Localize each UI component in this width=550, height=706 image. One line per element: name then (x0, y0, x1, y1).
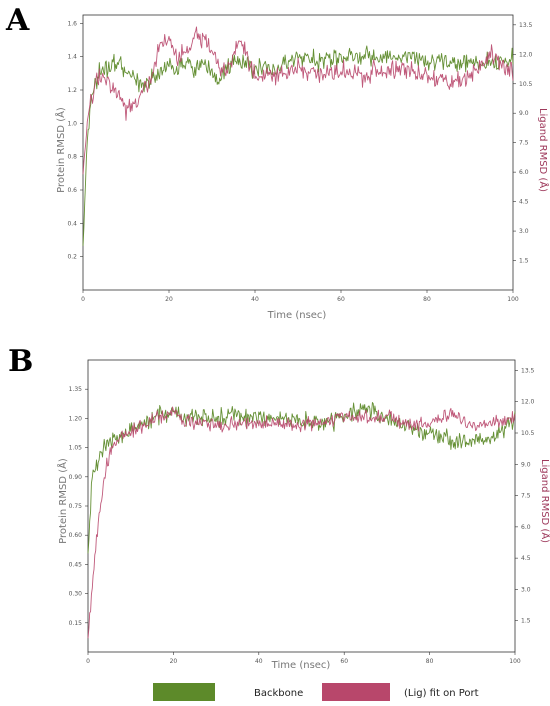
y-right-tick-label: 13.5 (519, 22, 533, 29)
y-right-tick-label: 13.5 (521, 367, 535, 374)
y-right-tick-label: 6.0 (519, 169, 529, 176)
plot-frame-b (87, 359, 516, 653)
legend-label-ligand: (Lig) fit on Port (404, 688, 479, 699)
legend-swatch-ligand (322, 683, 390, 701)
series-line-ligand (82, 26, 514, 175)
y-left-tick-label: 0.6 (67, 187, 77, 194)
y-left-axis-title-b: Protein RMSD (Å) (56, 458, 69, 544)
x-tick-label: 20 (170, 658, 178, 665)
panel-label-a: A (5, 3, 30, 38)
x-tick-label: 80 (423, 296, 431, 303)
y-left-tick-label: 1.6 (67, 20, 77, 27)
y-right-tick-label: 1.5 (519, 258, 529, 265)
y-right-tick-label: 3.0 (521, 586, 531, 593)
y-left-tick-label: 0.90 (69, 474, 83, 481)
x-axis-title-b: Time (nsec) (271, 660, 331, 671)
y-left-tick-label: 1.2 (67, 87, 77, 94)
plot-b: 0 20 40 60 80 100 0.15 0.30 0.45 0.60 0.75 0.90 1.05… (69, 359, 535, 665)
y-right-axis-title-a: Ligand RMSD (Å) (537, 108, 550, 192)
x-tick-label: 100 (507, 296, 519, 303)
legend-swatch-backbone (153, 683, 215, 701)
x-tick-label: 40 (251, 296, 259, 303)
y-left-tick-label: 0.75 (69, 503, 83, 510)
legend-label-backbone: Backbone (254, 688, 303, 699)
y-left-tick-label: 1.05 (69, 445, 83, 452)
x-tick-label: 100 (509, 658, 521, 665)
x-tick-label: 0 (86, 658, 90, 665)
y-left-tick-label: 1.4 (67, 54, 77, 61)
panel-a: A 0 20 40 60 80 100 0.2 0.4 0.6 0.8 1.0 1.2 1.4 1.6 1.… (5, 3, 550, 321)
x-tick-label: 60 (337, 296, 345, 303)
x-tick-label: 0 (81, 296, 85, 303)
y-left-axis-title-a: Protein RMSD (Å) (54, 107, 67, 193)
y-right-tick-label: 7.5 (519, 140, 529, 147)
y-left-tick-label: 0.30 (69, 591, 83, 598)
x-tick-label: 20 (165, 296, 173, 303)
series-line-ligand (87, 406, 516, 639)
plot-frame-a (82, 14, 514, 291)
y-left-tick-label: 0.4 (67, 220, 77, 227)
plot-a: 0 20 40 60 80 100 0.2 0.4 0.6 0.8 1.0 1.2 1.4 1.6 1.5 3… (67, 14, 533, 303)
y-right-tick-label: 4.5 (521, 555, 531, 562)
y-left-tick-label: 1.35 (69, 386, 83, 393)
x-tick-label: 60 (340, 658, 348, 665)
x-tick-label: 80 (426, 658, 434, 665)
y-right-tick-label: 9.0 (519, 110, 529, 117)
y-left-tick-label: 0.8 (67, 154, 77, 161)
y-right-tick-label: 9.0 (521, 461, 531, 468)
y-right-tick-label: 10.5 (519, 81, 533, 88)
y-right-tick-label: 12.0 (519, 51, 533, 58)
y-right-tick-label: 12.0 (521, 399, 535, 406)
y-right-tick-label: 6.0 (521, 524, 531, 531)
y-left-tick-label: 0.15 (69, 620, 83, 627)
y-left-tick-label: 0.2 (67, 254, 77, 261)
y-right-tick-label: 1.5 (521, 618, 531, 625)
y-right-tick-label: 10.5 (521, 430, 535, 437)
series-line-backbone (82, 45, 514, 246)
y-right-tick-label: 3.0 (519, 228, 529, 235)
y-right-tick-label: 7.5 (521, 493, 531, 500)
x-tick-label: 40 (255, 658, 263, 665)
x-axis-title-a: Time (nsec) (267, 310, 327, 321)
y-right-tick-label: 4.5 (519, 199, 529, 206)
y-left-tick-label: 0.45 (69, 561, 83, 568)
y-left-tick-label: 0.60 (69, 532, 83, 539)
panel-label-b: B (8, 344, 33, 379)
y-left-tick-label: 1.20 (69, 415, 83, 422)
panel-b: B 0 20 40 60 80 100 0.15 0.30 0.45 0.60 0.75 0.90 1.… (8, 344, 550, 671)
y-right-axis-title-b: Ligand RMSD (Å) (539, 459, 550, 543)
legend: Backbone (Lig) fit on Port (153, 683, 479, 701)
y-left-tick-label: 1.0 (67, 120, 77, 127)
